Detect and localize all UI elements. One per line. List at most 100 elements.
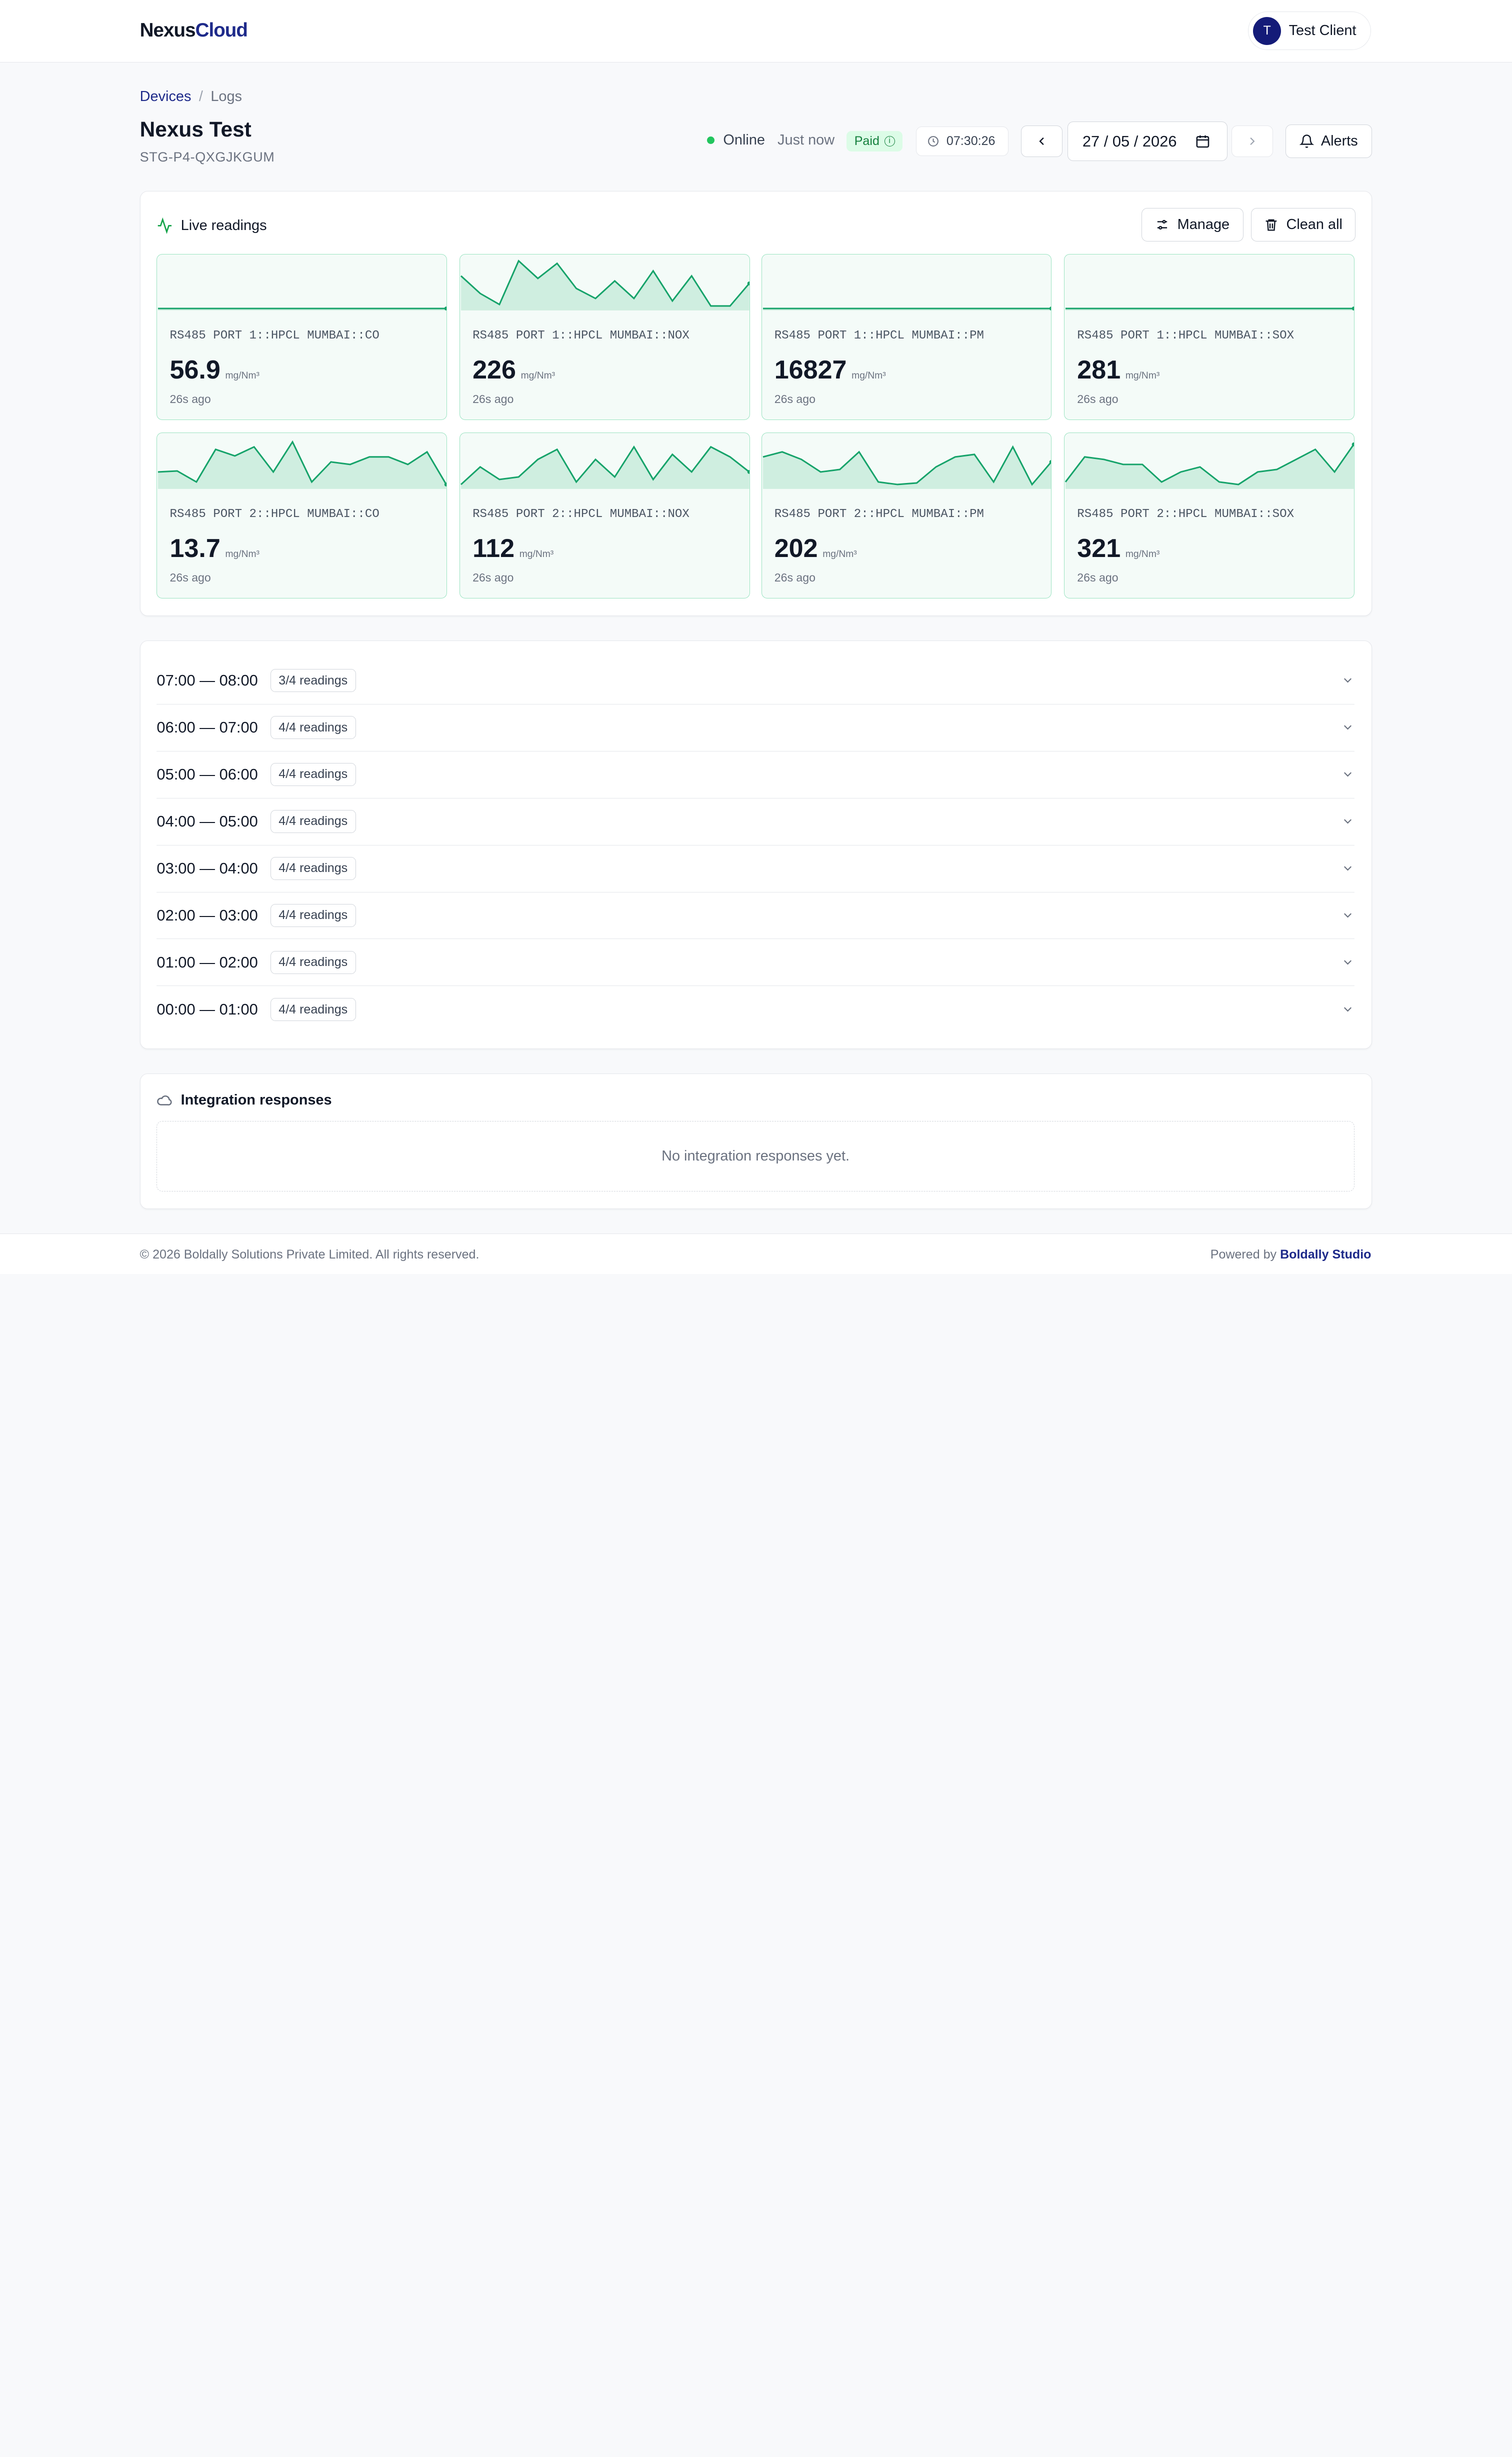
- reading-label: RS485 PORT 1::HPCL MUMBAI::CO: [170, 328, 380, 342]
- breadcrumb: Devices / Logs: [140, 88, 242, 105]
- reading-unit: mg/Nm³: [225, 370, 260, 381]
- last-seen-text: Just now: [778, 132, 835, 148]
- integration-header: Integration responses: [156, 1092, 332, 1108]
- log-hour-row[interactable]: 02:00 — 03:00 4/4 readings: [156, 892, 1354, 940]
- reading-value: 321 mg/Nm³: [1077, 534, 1160, 564]
- integration-title: Integration responses: [180, 1092, 332, 1108]
- powered-by: Powered by Boldally Studio: [1210, 1248, 1372, 1262]
- user-name: Test Client: [1288, 22, 1356, 39]
- log-hour-row[interactable]: 05:00 — 06:00 4/4 readings: [156, 751, 1354, 798]
- chevron-right-icon: [1250, 137, 1255, 146]
- reading-tile[interactable]: RS485 PORT 1::HPCL MUMBAI::NOX 226 mg/Nm³ 2…: [460, 254, 750, 420]
- reading-number: 281: [1077, 355, 1121, 384]
- sparkline-area: [460, 260, 750, 311]
- sparkline-chart: [1066, 306, 1354, 311]
- device-id: STG-P4-QXGJKGUM: [140, 149, 275, 164]
- log-hour-row[interactable]: 01:00 — 02:00 4/4 readings: [156, 939, 1354, 986]
- log-hour-row[interactable]: 00:00 — 01:00 4/4 readings: [156, 986, 1354, 1034]
- date-input[interactable]: 27 / 05 / 2026: [1067, 122, 1228, 162]
- plan-label: Paid: [854, 134, 880, 148]
- readings-count-badge: 4/4 readings: [270, 904, 356, 927]
- readings-count-badge: 3/4 readings: [270, 668, 356, 692]
- clock-icon: [928, 136, 939, 146]
- readings-count-badge: 4/4 readings: [270, 762, 356, 786]
- reading-label: RS485 PORT 2::HPCL MUMBAI::NOX: [472, 507, 690, 521]
- reading-label: RS485 PORT 2::HPCL MUMBAI::PM: [774, 507, 984, 521]
- sparkline-chart: [762, 445, 1052, 489]
- app-logo[interactable]: NexusCloud: [140, 20, 248, 42]
- reading-unit: mg/Nm³: [1125, 370, 1160, 381]
- reading-tile[interactable]: RS485 PORT 2::HPCL MUMBAI::NOX 112 mg/Nm³ 2…: [460, 432, 750, 598]
- sliders-icon: [1158, 220, 1168, 230]
- hour-range: 00:00 — 01:00: [156, 1000, 258, 1018]
- sparkline-chart: [1064, 442, 1354, 489]
- alerts-button[interactable]: Alerts: [1285, 124, 1372, 158]
- sparkline-last-point: [1352, 306, 1354, 311]
- sparkline-area: [762, 446, 1052, 489]
- breadcrumb-devices-link[interactable]: Devices: [140, 88, 192, 105]
- clean-all-button[interactable]: Clean all: [1251, 208, 1356, 242]
- reading-value: 281 mg/Nm³: [1077, 355, 1160, 385]
- sparkline-area: [158, 442, 446, 489]
- chevron-down-icon[interactable]: [1341, 768, 1354, 781]
- logo-part1: Nexus: [140, 19, 196, 41]
- chevron-down-icon[interactable]: [1341, 956, 1354, 969]
- reading-tile[interactable]: RS485 PORT 1::HPCL MUMBAI::CO 56.9 mg/Nm³ 2…: [156, 254, 447, 420]
- reading-value: 13.7 mg/Nm³: [170, 534, 259, 564]
- sparkline-line: [460, 260, 750, 307]
- log-hour-row[interactable]: 07:00 — 08:00 3/4 readings: [156, 657, 1354, 704]
- log-hour-row[interactable]: 04:00 — 05:00 4/4 readings: [156, 798, 1354, 846]
- chevron-down-icon[interactable]: [1341, 862, 1354, 875]
- manage-button[interactable]: Manage: [1141, 208, 1244, 242]
- integration-responses-card: Integration responses No integration res…: [140, 1073, 1372, 1210]
- user-menu-button[interactable]: T Test Client: [1248, 12, 1372, 50]
- reading-value: 202 mg/Nm³: [774, 534, 857, 564]
- manage-label: Manage: [1177, 216, 1230, 232]
- log-hour-row[interactable]: 03:00 — 04:00 4/4 readings: [156, 845, 1354, 892]
- reading-value: 112 mg/Nm³: [472, 534, 554, 564]
- reading-timestamp: 26s ago: [774, 570, 816, 584]
- sparkline-line: [1064, 444, 1354, 486]
- reading-number: 56.9: [170, 355, 220, 384]
- sparkline-line: [158, 440, 446, 485]
- calendar-icon[interactable]: [1195, 134, 1210, 149]
- chevron-left-icon: [1039, 137, 1044, 146]
- sparkline-last-point: [444, 482, 446, 486]
- alerts-label: Alerts: [1320, 133, 1358, 150]
- info-icon: i: [884, 136, 895, 147]
- chevron-down-icon[interactable]: [1341, 1002, 1354, 1016]
- reading-tile[interactable]: RS485 PORT 1::HPCL MUMBAI::PM 16827 mg/Nm³…: [761, 254, 1052, 420]
- reading-tile[interactable]: RS485 PORT 1::HPCL MUMBAI::SOX 281 mg/Nm³ 2…: [1064, 254, 1354, 420]
- sparkline-last-point: [1352, 442, 1354, 446]
- reading-number: 16827: [774, 355, 847, 384]
- readings-count-badge: 4/4 readings: [270, 716, 356, 740]
- chevron-down-icon[interactable]: [1341, 814, 1354, 828]
- reading-label: RS485 PORT 2::HPCL MUMBAI::SOX: [1077, 507, 1294, 521]
- reading-value: 16827 mg/Nm³: [774, 355, 886, 385]
- powered-brand-link[interactable]: Boldally Studio: [1280, 1247, 1372, 1262]
- reading-timestamp: 26s ago: [472, 392, 514, 406]
- chevron-down-icon[interactable]: [1341, 908, 1354, 922]
- previous-day-button[interactable]: [1021, 125, 1063, 158]
- sparkline-chart: [762, 306, 1052, 311]
- powered-prefix: Powered by: [1210, 1247, 1277, 1262]
- clock-time: 07:30:26: [946, 134, 996, 148]
- sparkline-area: [460, 446, 750, 489]
- plan-badge[interactable]: Paid i: [846, 131, 903, 152]
- sparkline-last-point: [747, 282, 750, 286]
- chevron-down-icon[interactable]: [1341, 720, 1354, 734]
- sparkline-chart: [158, 306, 446, 311]
- trash-icon: [1266, 219, 1277, 231]
- sparkline-line: [460, 445, 750, 486]
- device-status: Online Just now: [706, 132, 835, 148]
- logo-part2: Cloud: [195, 19, 248, 41]
- sparkline-chart: [460, 445, 750, 489]
- next-day-button[interactable]: [1231, 125, 1273, 158]
- reading-timestamp: 26s ago: [1077, 570, 1118, 584]
- log-hour-row[interactable]: 06:00 — 07:00 4/4 readings: [156, 704, 1354, 752]
- reading-number: 202: [774, 534, 818, 563]
- reading-tile[interactable]: RS485 PORT 2::HPCL MUMBAI::CO 13.7 mg/Nm³ 2…: [156, 432, 447, 598]
- chevron-down-icon[interactable]: [1341, 674, 1354, 687]
